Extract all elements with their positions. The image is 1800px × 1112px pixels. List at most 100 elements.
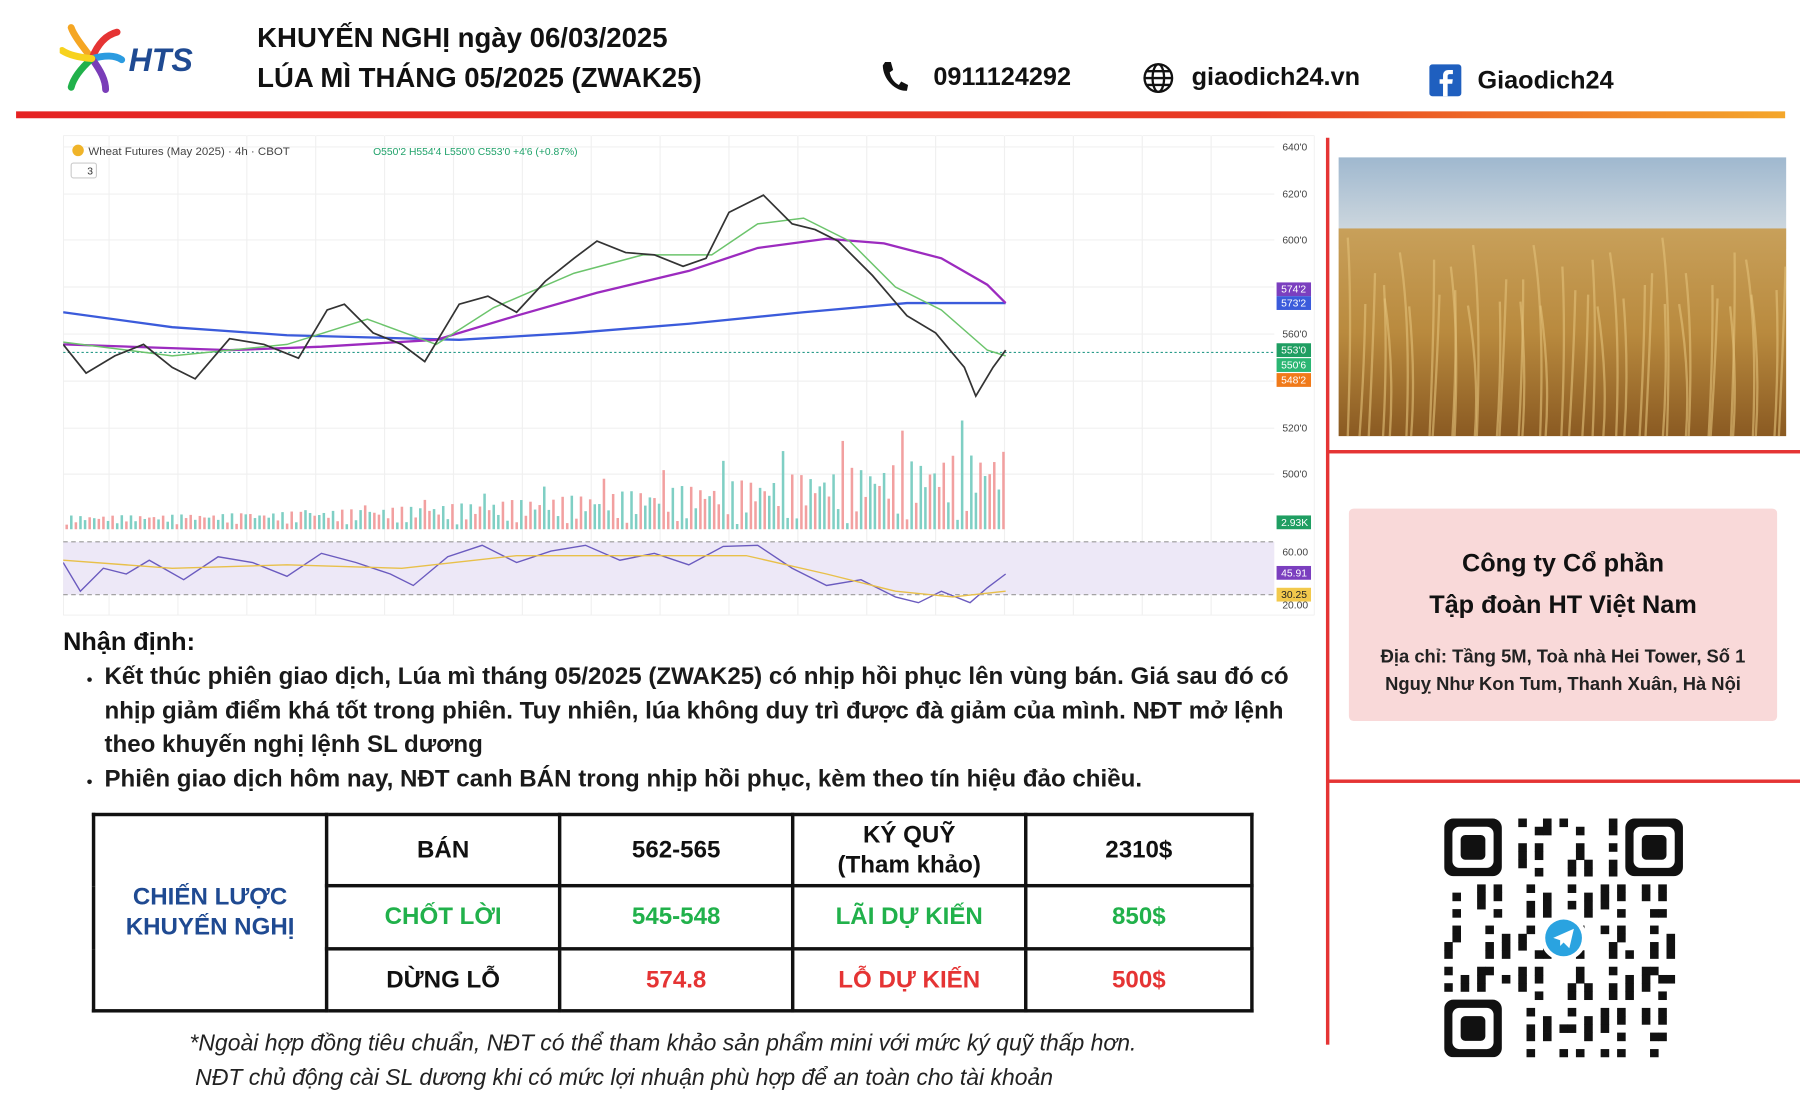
- volume-bar: [138, 516, 142, 530]
- volume-bar: [161, 515, 165, 530]
- price-badge: [1276, 296, 1312, 310]
- volume-bar: [983, 476, 987, 530]
- analysis-heading: Nhận định:: [63, 626, 196, 656]
- volume-bar: [561, 496, 564, 530]
- qr-module: [1542, 950, 1552, 959]
- wheat-photo: [1338, 157, 1787, 437]
- volume-bar: [703, 498, 707, 530]
- stalk: [1750, 294, 1759, 437]
- qr-module: [1501, 942, 1511, 951]
- qr-module: [1567, 1007, 1577, 1017]
- volume-bar: [221, 514, 225, 530]
- qr-module: [1526, 1024, 1536, 1033]
- rsi-label: 60.00: [1282, 548, 1308, 559]
- indicator-toggle[interactable]: [70, 162, 98, 179]
- qr-module: [1567, 900, 1577, 910]
- qr-finder: [1641, 834, 1667, 860]
- qr-module: [1575, 1049, 1585, 1058]
- rsi-label: 20.00: [1282, 600, 1308, 611]
- price-label: 560'0: [1282, 330, 1307, 341]
- company-address: Địa chỉ: Tầng 5M, Toà nhà Hei Tower, Số …: [1380, 647, 1746, 695]
- qr-module: [1567, 884, 1577, 893]
- volume-bar: [611, 494, 615, 530]
- volume-bar: [804, 505, 808, 530]
- qr-module: [1650, 950, 1659, 959]
- qr-module: [1534, 950, 1544, 959]
- volume-bar: [216, 519, 220, 530]
- qr-module: [1600, 884, 1610, 893]
- stalk: [1638, 284, 1647, 437]
- volume-bars: [65, 420, 1005, 530]
- volume-bar: [386, 518, 390, 530]
- volume-bar: [194, 519, 197, 530]
- volume-bar: [249, 514, 252, 530]
- volume-bar: [933, 473, 936, 530]
- qr-module: [1617, 1007, 1626, 1017]
- volume-bar: [988, 474, 991, 530]
- volume-bar: [809, 479, 812, 530]
- qr-module: [1534, 974, 1544, 984]
- qr-module: [1460, 974, 1470, 984]
- volume-bar: [226, 522, 229, 530]
- volume-bar: [621, 491, 624, 530]
- volume-bar: [143, 518, 147, 530]
- stalk: [1661, 237, 1670, 437]
- qr-module: [1625, 974, 1634, 984]
- volume-bar: [281, 512, 284, 530]
- volume-bar: [198, 515, 202, 530]
- qr-finder: [1460, 834, 1486, 860]
- logo: HTS: [59, 24, 194, 93]
- stalk: [1398, 252, 1409, 437]
- volume-bar: [708, 496, 711, 530]
- qr-module: [1485, 950, 1494, 959]
- volume-bar: [239, 513, 243, 530]
- volume-bar: [501, 501, 505, 530]
- qr-module: [1600, 900, 1610, 910]
- volume-bar: [400, 506, 404, 530]
- volume-bar: [538, 505, 541, 530]
- volume-bar: [451, 504, 454, 530]
- qr-module: [1575, 950, 1585, 959]
- qr-module: [1501, 933, 1511, 943]
- volume-bar: [570, 495, 574, 530]
- qr-module: [1567, 1024, 1577, 1033]
- qr-module: [1575, 851, 1585, 861]
- qr-module: [1575, 974, 1585, 984]
- volume-bar: [722, 460, 725, 530]
- volume-bar: [924, 487, 927, 530]
- chart-symbol: Wheat Futures (May 2025) · 4h · CBOT: [88, 146, 289, 158]
- qr-module: [1650, 966, 1659, 976]
- volume-bar: [745, 512, 748, 530]
- volume-bar: [359, 510, 362, 530]
- qr-module: [1542, 892, 1552, 902]
- logo-text: HTS: [129, 42, 194, 78]
- qr-module: [1666, 942, 1676, 951]
- qr-module: [1608, 826, 1618, 836]
- qr-module: [1485, 966, 1494, 976]
- qr-module: [1477, 900, 1486, 910]
- qr-module: [1658, 1032, 1667, 1042]
- qr-module: [1501, 950, 1511, 959]
- qr-module: [1617, 909, 1626, 918]
- qr-module: [1501, 974, 1511, 984]
- volume-bar: [680, 486, 684, 530]
- qr-module: [1658, 974, 1667, 984]
- volume-bar: [207, 517, 211, 530]
- qr-module: [1666, 950, 1676, 959]
- volume-bar: [625, 522, 629, 530]
- price-badge: [1276, 565, 1312, 580]
- volume-bar: [79, 516, 82, 530]
- qr-module: [1493, 884, 1503, 893]
- qr-module: [1625, 991, 1634, 1001]
- volume-bar: [148, 517, 151, 530]
- stalk: [1383, 298, 1393, 437]
- stalk: [1596, 306, 1606, 437]
- qr-module: [1641, 884, 1651, 893]
- phone-icon: [882, 61, 909, 91]
- company-name-1: Công ty Cổ phần: [1461, 548, 1665, 578]
- divider-2: [1328, 779, 1800, 783]
- qr-module: [1600, 1024, 1610, 1033]
- qr-module: [1477, 966, 1486, 976]
- qr-module: [1493, 909, 1503, 918]
- volume-bar: [432, 509, 436, 530]
